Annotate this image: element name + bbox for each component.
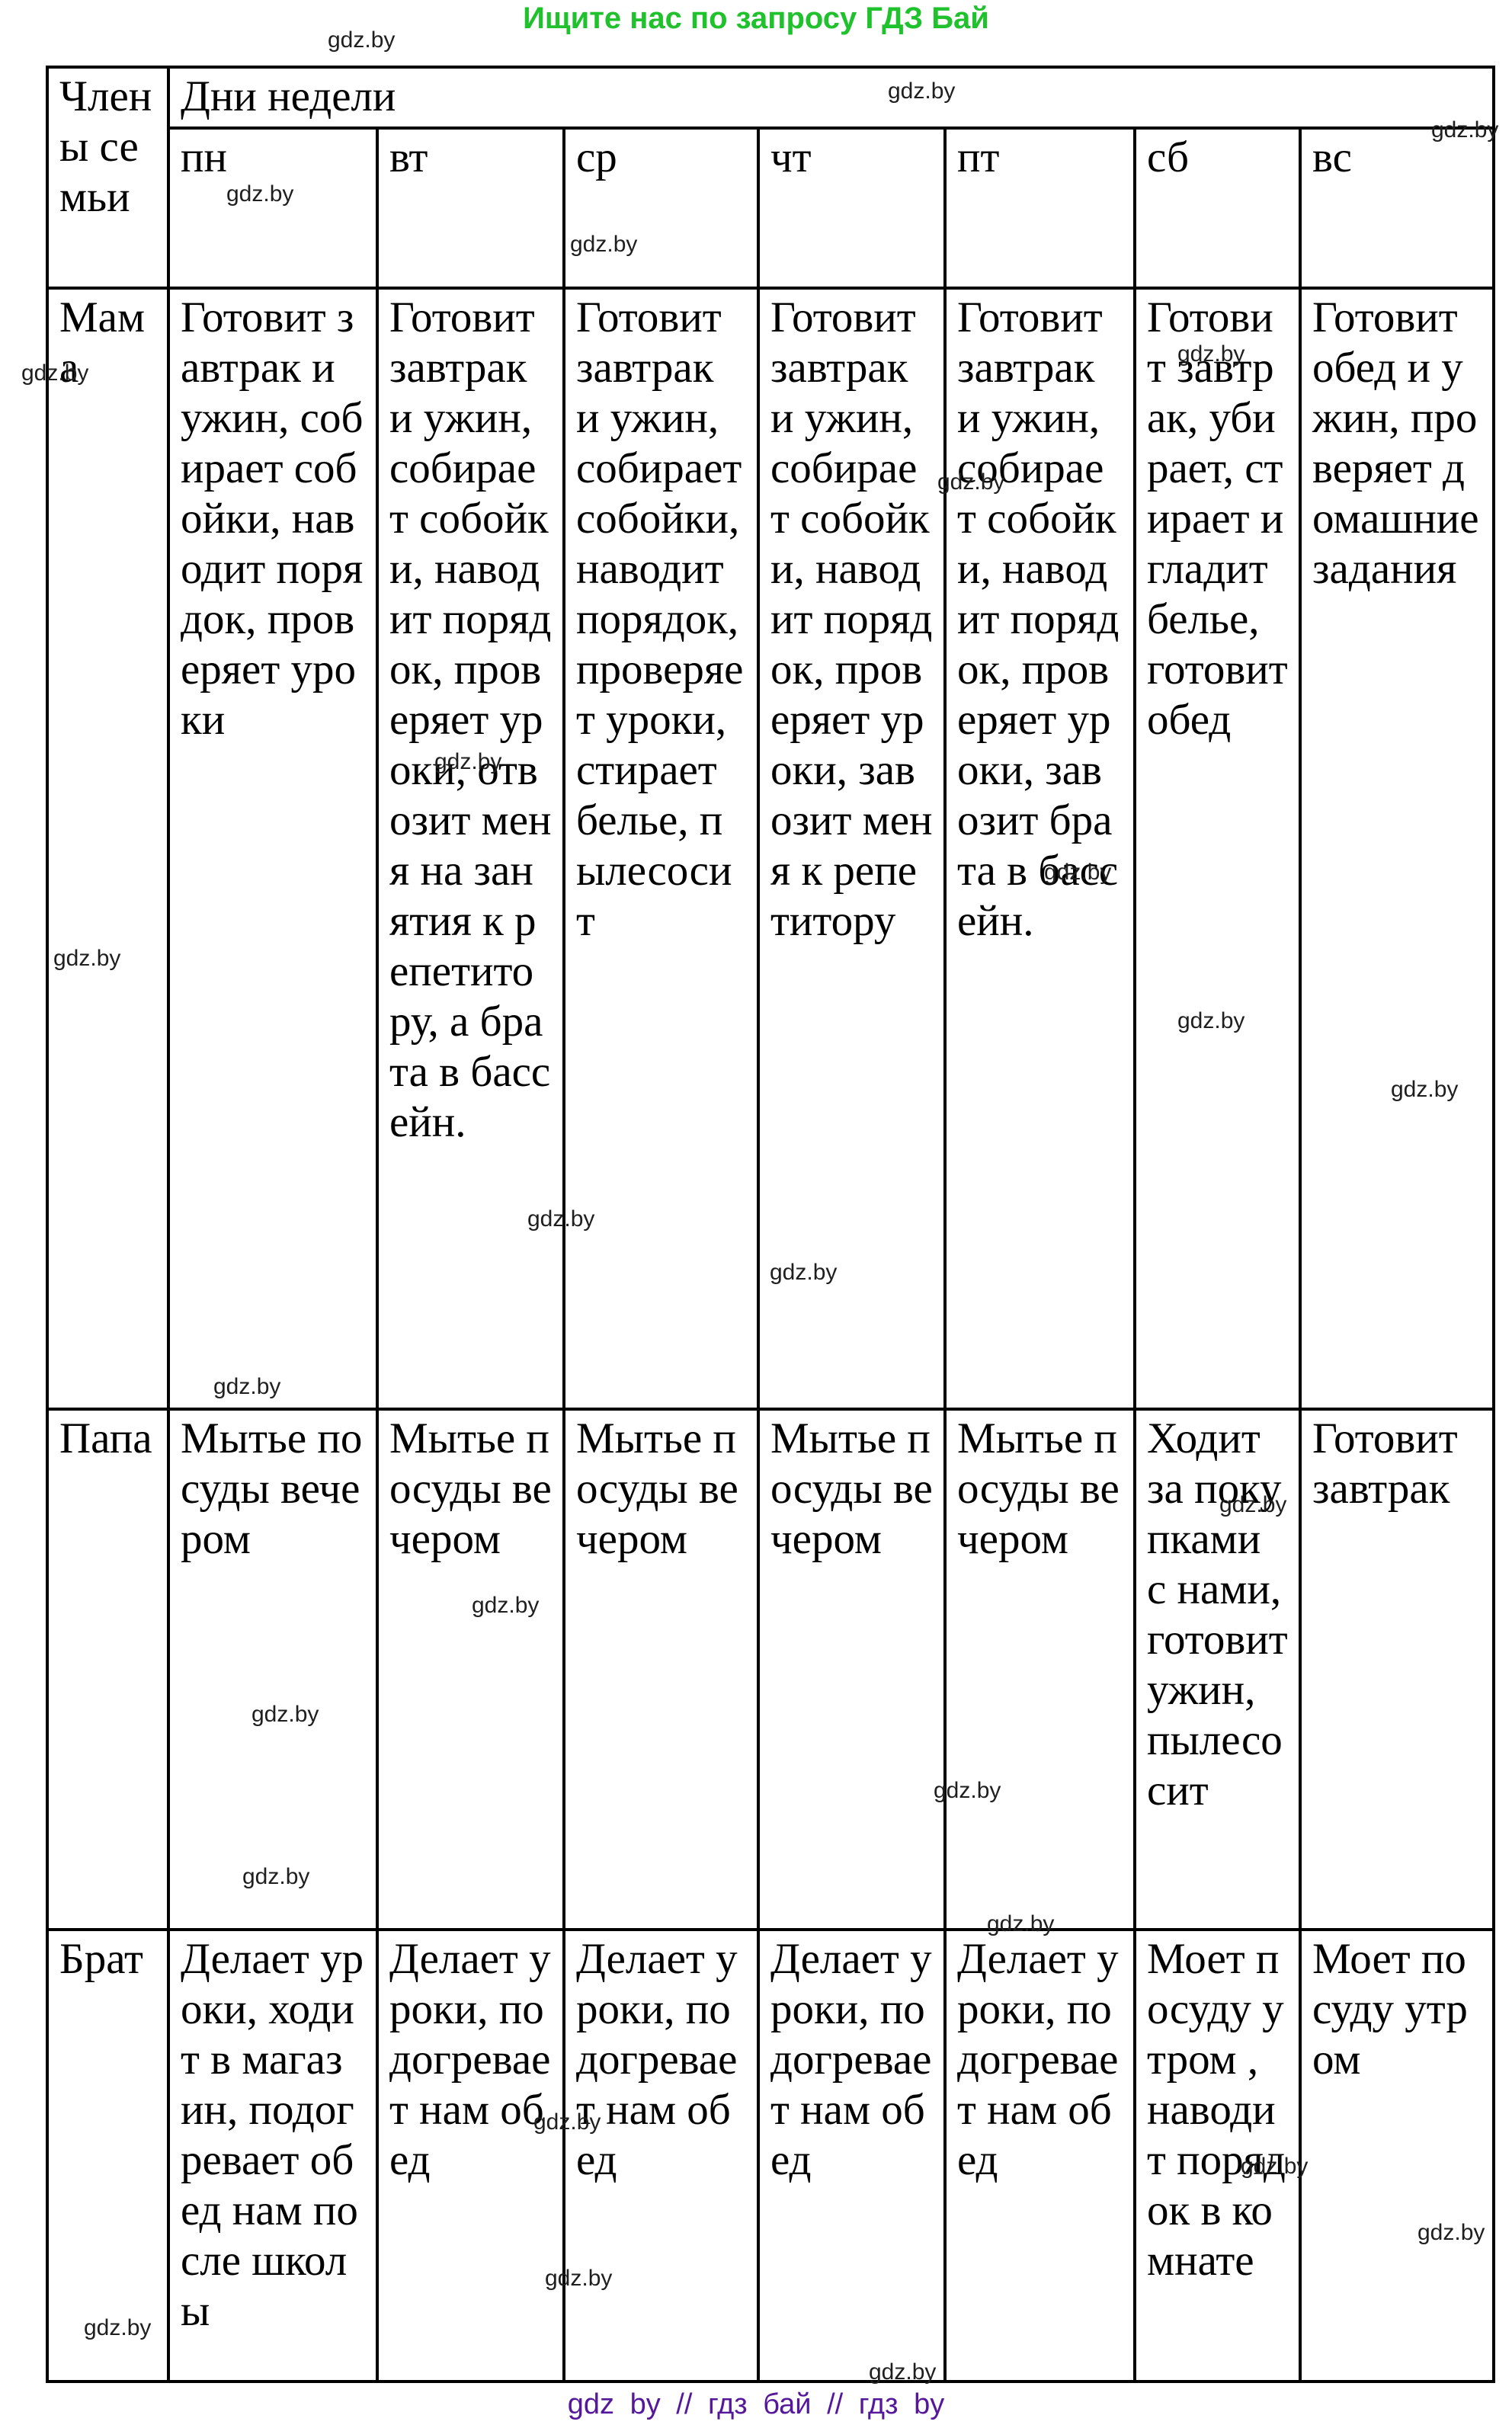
gdz-watermark: gdz.by <box>84 2315 152 2340</box>
table-row-mama: Мама Готовит завтрак и ужин, собирает со… <box>46 287 1495 1411</box>
gdz-watermark: gdz.by <box>472 1593 540 1618</box>
day-header-pn: пн <box>167 127 379 290</box>
gdz-watermark: gdz.by <box>251 1702 319 1727</box>
cell-papa-vs: Готовит завтрак <box>1299 1408 1495 1931</box>
footer-credits: gdz by // гдз бай // гдз by <box>567 2388 945 2420</box>
gdz-watermark: gdz.by <box>1177 1008 1245 1033</box>
cell-mama-vs: Готовит обед и ужин, проверяет домашние … <box>1299 287 1495 1411</box>
gdz-watermark: gdz.by <box>21 360 89 386</box>
cell-brat-pt: Делает уроки, подогревает нам обед <box>943 1928 1136 2383</box>
gdz-watermark: gdz.by <box>1177 341 1245 367</box>
gdz-watermark: gdz.by <box>545 2266 613 2291</box>
cell-papa-vt: Мытье посуды вечером <box>376 1408 565 1931</box>
gdz-watermark: gdz.by <box>1391 1077 1459 1102</box>
cell-papa-pt: Мытье посуды вечером <box>943 1408 1136 1931</box>
cell-brat-cht: Делает уроки, подогревает нам обед <box>757 1928 947 2383</box>
gdz-watermark: gdz.by <box>869 2359 937 2385</box>
gdz-watermark: gdz.by <box>1418 2220 1485 2245</box>
days-header-cell: Дни недели <box>167 66 1495 130</box>
gdz-watermark: gdz.by <box>242 1864 310 1889</box>
day-header-sb: сб <box>1133 127 1302 290</box>
gdz-watermark: gdz.by <box>1241 2154 1309 2179</box>
gdz-watermark: gdz.by <box>527 1206 595 1232</box>
day-header-cht: чт <box>757 127 947 290</box>
cell-papa-sb: Ходит за покупками с нами, готовит ужин,… <box>1133 1408 1302 1931</box>
cell-brat-vs: Моет посуду утром <box>1299 1928 1495 2383</box>
cell-mama-sb: Готовит завтрак, убирает, стирает и глад… <box>1133 287 1302 1411</box>
gdz-watermark: gdz.by <box>987 1911 1055 1936</box>
gdz-watermark: gdz.by <box>434 749 502 774</box>
member-mama: Мама <box>46 287 170 1411</box>
table-row-papa: Папа Мытье посуды вечером Мытье посуды в… <box>46 1408 1495 1931</box>
corner-header-cell: Члены семьи <box>46 66 170 290</box>
day-header-vs: вс <box>1299 127 1495 290</box>
gdz-watermark: gdz.by <box>937 469 1005 495</box>
gdz-watermark: gdz.by <box>533 2109 601 2135</box>
gdz-watermark: gdz.by <box>53 946 121 971</box>
cell-papa-cht: Мытье посуды вечером <box>757 1408 947 1931</box>
cell-brat-sb: Моет посуду утром , наводит порядок в ко… <box>1133 1928 1302 2383</box>
promo-banner: Ищите нас по запросу ГДЗ Бай <box>523 2 989 35</box>
gdz-watermark: gdz.by <box>1044 860 1112 885</box>
day-header-vt: вт <box>376 127 565 290</box>
cell-papa-pn: Мытье посуды вечером <box>167 1408 379 1931</box>
cell-mama-pn: Готовит завтрак и ужин, собирает собойки… <box>167 287 379 1411</box>
cell-brat-vt: Делает уроки, подогревает нам обед <box>376 1928 565 2383</box>
gdz-watermark: gdz.by <box>213 1374 281 1399</box>
cell-mama-vt: Готовит завтрак и ужин, собирает собойки… <box>376 287 565 1411</box>
gdz-watermark: gdz.by <box>226 181 294 207</box>
member-brat: Брат <box>46 1928 170 2383</box>
member-papa: Папа <box>46 1408 170 1931</box>
cell-mama-sr: Готовит завтрак и ужин, собирает собойки… <box>562 287 760 1411</box>
cell-brat-sr: Делает уроки, подогревает нам обед <box>562 1928 760 2383</box>
gdz-watermark: gdz.by <box>770 1260 838 1285</box>
cell-mama-cht: Готовит завтрак и ужин, собирает собойки… <box>757 287 947 1411</box>
gdz-watermark: gdz.by <box>888 78 956 104</box>
gdz-watermark: gdz.by <box>1431 117 1499 143</box>
table-row-brat: Брат Делает уроки, ходит в магазин, подо… <box>46 1928 1495 2383</box>
weekly-duties-table: Члены семьи Дни недели пн вт ср чт пт сб… <box>46 66 1495 2383</box>
gdz-watermark: gdz.by <box>328 27 396 53</box>
gdz-watermark: gdz.by <box>1219 1492 1287 1517</box>
cell-brat-pn: Делает уроки, ходит в магазин, подогрева… <box>167 1928 379 2383</box>
cell-mama-pt: Готовит завтрак и ужин, собирает собойки… <box>943 287 1136 1411</box>
cell-papa-sr: Мытье посуды вечером <box>562 1408 760 1931</box>
day-header-sr: ср <box>562 127 760 290</box>
day-header-pt: пт <box>943 127 1136 290</box>
gdz-watermark: gdz.by <box>934 1778 1001 1803</box>
gdz-watermark: gdz.by <box>570 232 638 257</box>
